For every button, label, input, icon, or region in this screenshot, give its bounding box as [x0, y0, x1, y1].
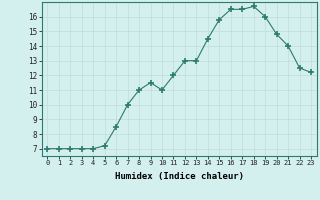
X-axis label: Humidex (Indice chaleur): Humidex (Indice chaleur) — [115, 172, 244, 181]
